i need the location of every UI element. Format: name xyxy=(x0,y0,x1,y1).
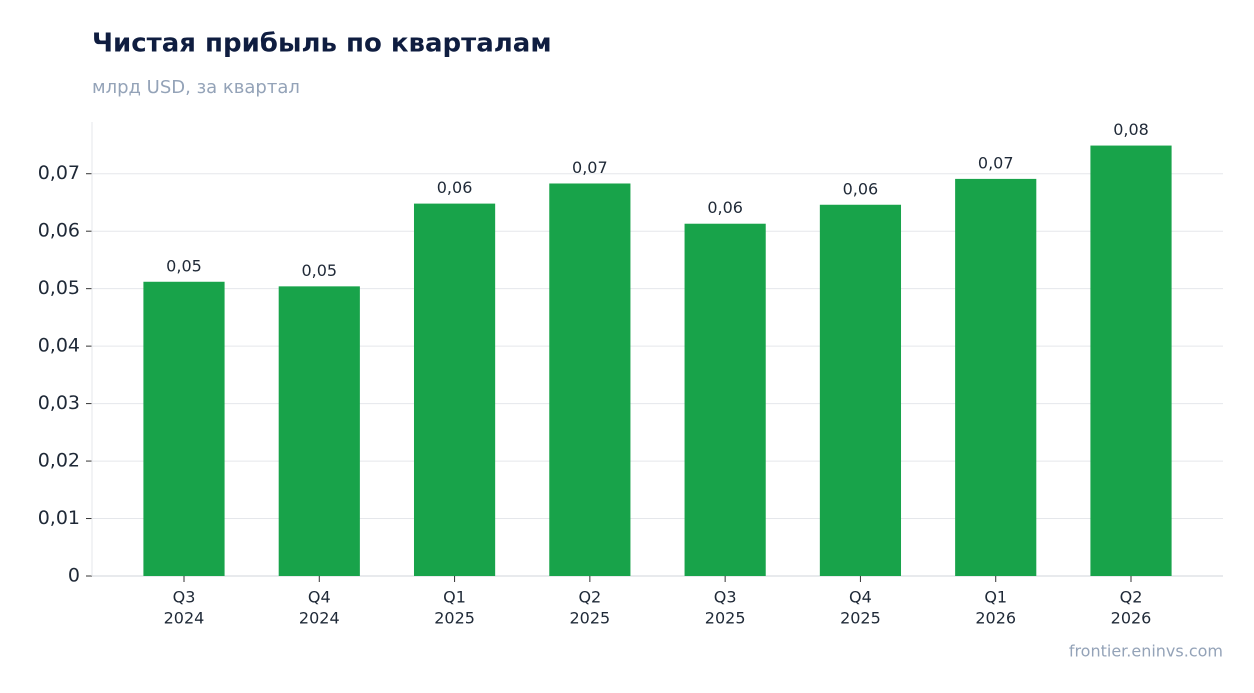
bar xyxy=(1090,145,1172,577)
x-tick-label: 2026 xyxy=(1111,609,1152,628)
x-tick-label: 2025 xyxy=(569,609,610,628)
x-tick-label: 2026 xyxy=(975,609,1016,628)
y-tick-label: 0,06 xyxy=(38,220,80,242)
x-tick-label: Q1 xyxy=(443,588,466,607)
value-label: 0,05 xyxy=(301,261,337,280)
x-tick-label: 2025 xyxy=(434,609,475,628)
chart-subtitle: млрд USD, за квартал xyxy=(92,77,300,98)
y-tick-label: 0 xyxy=(68,565,80,587)
bar xyxy=(143,281,225,576)
source: frontier.eninvs.com xyxy=(1069,642,1223,661)
x-tick-label: Q1 xyxy=(984,588,1007,607)
y-tick-label: 0,03 xyxy=(38,392,80,414)
bar xyxy=(955,178,1037,576)
x-tick-label: 2024 xyxy=(164,609,205,628)
y-tick-label: 0,07 xyxy=(38,162,80,184)
bar xyxy=(684,223,766,576)
value-label: 0,05 xyxy=(166,256,202,275)
value-label: 0,08 xyxy=(1113,120,1149,139)
x-tick-label: 2025 xyxy=(705,609,746,628)
x-tick-label: Q2 xyxy=(1120,588,1143,607)
value-label: 0,06 xyxy=(843,179,879,198)
x-tick-label: Q3 xyxy=(714,588,737,607)
y-tick-label: 0,02 xyxy=(38,450,80,472)
bar xyxy=(819,204,902,576)
x-tick-label: 2024 xyxy=(299,609,340,628)
x-tick-label: Q2 xyxy=(578,588,601,607)
value-label: 0,07 xyxy=(572,158,608,177)
bar xyxy=(278,286,360,576)
value-label: 0,06 xyxy=(437,178,473,197)
bar xyxy=(413,203,496,577)
x-tick-label: Q4 xyxy=(849,588,872,607)
value-label: 0,07 xyxy=(978,153,1014,172)
x-tick-label: Q4 xyxy=(308,588,331,607)
y-tick-label: 0,04 xyxy=(38,335,80,357)
y-tick-label: 0,05 xyxy=(38,277,80,299)
x-tick-label: Q3 xyxy=(173,588,196,607)
x-tick-label: 2025 xyxy=(840,609,881,628)
bar xyxy=(549,183,631,576)
chart-title: Чистая прибыль по кварталам xyxy=(92,29,552,59)
y-tick-label: 0,01 xyxy=(38,507,80,529)
value-label: 0,06 xyxy=(707,198,743,217)
